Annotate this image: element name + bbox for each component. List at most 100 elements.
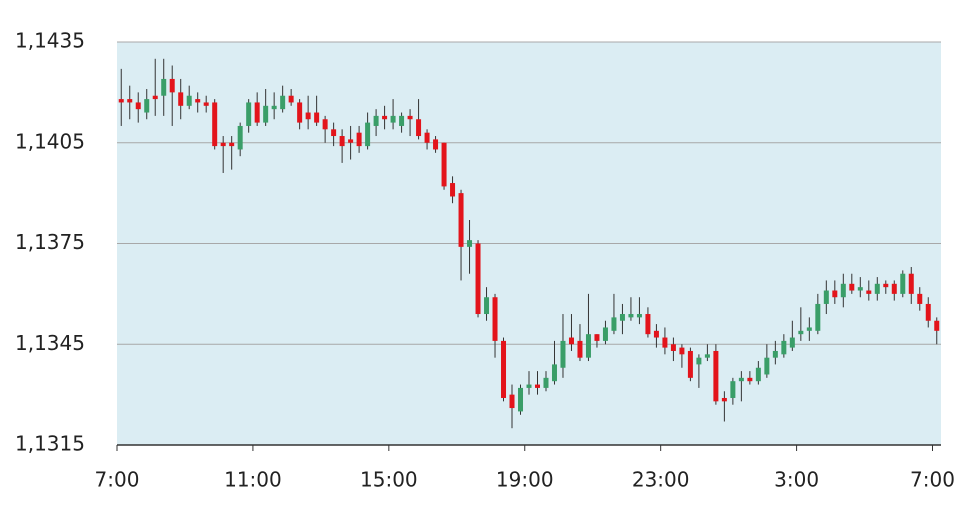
candle-body	[356, 132, 362, 147]
candle-body	[178, 92, 184, 106]
candle-body	[271, 105, 277, 110]
candle-body	[772, 350, 778, 358]
candle-body	[501, 340, 507, 398]
candle-body	[585, 334, 591, 358]
candle-body	[297, 102, 303, 123]
candle-body	[161, 78, 167, 96]
candle-body	[866, 290, 872, 294]
candle-body	[789, 337, 795, 348]
y-tick-label: 1,1435	[15, 29, 85, 53]
candle-body	[908, 273, 914, 294]
candle-body	[900, 273, 906, 294]
candle-body	[543, 377, 549, 388]
candle-body	[212, 102, 218, 147]
candle-body	[144, 99, 150, 113]
candle-body	[382, 115, 388, 120]
candle-body	[602, 327, 608, 341]
candle-body	[407, 115, 413, 120]
candle-body	[662, 337, 668, 348]
candle-body	[135, 102, 141, 110]
candle-body	[254, 102, 260, 123]
candle-body	[883, 283, 889, 288]
candle-body	[305, 112, 311, 120]
candle-body	[203, 102, 209, 106]
candle-body	[229, 142, 235, 147]
x-tick-label: 7:00	[910, 468, 955, 492]
candle-body	[679, 347, 685, 355]
candle-body	[560, 340, 566, 368]
candle-body	[645, 314, 651, 335]
candle-body	[339, 136, 345, 147]
candle-body	[755, 367, 761, 382]
candle-body	[288, 95, 294, 103]
candle-body	[577, 340, 583, 358]
candle-body	[127, 99, 133, 103]
candle-body	[526, 384, 532, 388]
y-tick-label: 1,1315	[15, 432, 85, 456]
candle-body	[331, 129, 337, 137]
candle-body	[220, 142, 226, 147]
candle-body	[322, 119, 328, 130]
candle-body	[390, 115, 396, 123]
candle-body	[704, 354, 710, 358]
candle-body	[365, 122, 371, 147]
candle-body	[721, 397, 727, 402]
candle-body	[687, 350, 693, 378]
x-tick-label: 7:00	[95, 468, 140, 492]
candle-body	[373, 115, 379, 126]
candle-body	[492, 297, 498, 341]
candle-body	[619, 314, 625, 321]
candle-body	[551, 364, 557, 382]
y-tick-label: 1,1375	[15, 230, 85, 254]
candle-body	[925, 303, 931, 321]
candle-body	[186, 95, 192, 106]
candle-body	[764, 357, 770, 375]
y-tick-label: 1,1345	[15, 331, 85, 355]
x-tick-label: 15:00	[360, 468, 418, 492]
candle-body	[118, 99, 124, 103]
candle-body	[611, 317, 617, 331]
candle-body	[152, 95, 158, 100]
candle-body	[237, 125, 243, 150]
candle-body	[263, 105, 269, 123]
candle-body	[849, 283, 855, 291]
candle-body	[670, 344, 676, 351]
candle-body	[314, 112, 320, 123]
candle-body	[857, 287, 863, 291]
candle-body	[509, 394, 515, 409]
candle-body	[399, 115, 405, 126]
x-tick-label: 11:00	[224, 468, 282, 492]
x-tick-label: 23:00	[632, 468, 690, 492]
candle-body	[594, 334, 600, 341]
candle-body	[653, 330, 659, 338]
x-tick-label: 3:00	[774, 468, 819, 492]
candle-body	[917, 293, 923, 304]
candle-body	[628, 314, 634, 318]
candle-body	[169, 78, 175, 93]
y-tick-label: 1,1405	[15, 129, 85, 153]
candle-body	[891, 283, 897, 294]
candle-body	[450, 183, 456, 197]
candle-body	[518, 387, 524, 412]
candle-body	[348, 139, 354, 143]
candle-body	[424, 132, 430, 143]
candle-body	[840, 283, 846, 298]
candle-body	[458, 193, 464, 247]
candle-body	[713, 350, 719, 402]
candle-body	[195, 99, 201, 103]
candle-body	[815, 303, 821, 331]
candle-body	[781, 340, 787, 355]
candle-body	[568, 337, 574, 345]
candle-body	[806, 327, 812, 331]
candle-body	[416, 119, 422, 137]
candle-body	[747, 377, 753, 382]
candle-body	[467, 240, 473, 247]
candle-body	[934, 320, 940, 331]
candle-body	[696, 357, 702, 365]
candle-body	[738, 377, 744, 382]
candle-body	[433, 139, 439, 150]
candle-body	[484, 297, 490, 315]
candle-body	[730, 381, 736, 398]
